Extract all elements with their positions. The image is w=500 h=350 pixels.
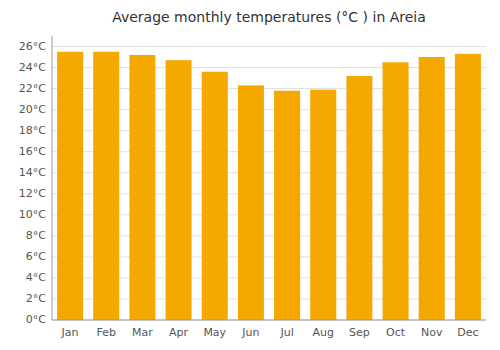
y-tick-label: 8°C <box>26 229 46 242</box>
x-tick-label: Mar <box>132 326 153 339</box>
bar: Jun: 22.3 <box>238 85 264 320</box>
x-tick-label: May <box>203 326 226 339</box>
x-tick-label: Apr <box>169 326 189 339</box>
chart: 0°C 2°C 4°C 6°C 8°C 10°C 12°C 14°C 16°C 18°C 20°C 2… <box>0 0 500 350</box>
bars: Jan: 25.5 Feb: 25.5 Mar: 25.2 Apr: 24.7 May:… <box>57 52 481 320</box>
x-tick-label: Jul <box>279 326 293 339</box>
y-tick-label: 2°C <box>26 292 46 305</box>
y-tick-label: 24°C <box>19 61 46 74</box>
y-tick-label: 10°C <box>19 208 46 221</box>
title: Average monthly temperatures (°C ) in Ar… <box>112 9 426 25</box>
bar: Jan: 25.5 <box>57 52 83 320</box>
grid-line <box>52 320 486 321</box>
x-tick-label: Jan <box>61 326 79 339</box>
y-tick-label: 4°C <box>26 271 46 284</box>
x-tick-label: Feb <box>97 326 116 339</box>
bar: Oct: 24.5 <box>383 62 409 320</box>
grid-line <box>52 46 486 47</box>
bar: May: 23.6 <box>202 72 228 320</box>
x-axis-line <box>52 320 486 321</box>
y-tick-label: 22°C <box>19 82 46 95</box>
bar: Nov: 25 <box>419 57 445 320</box>
x-tick-label: Sep <box>349 326 370 339</box>
y-tick-label: 14°C <box>19 166 46 179</box>
y-tick-label: 12°C <box>19 187 46 200</box>
x-tick-label: Oct <box>386 326 406 339</box>
x-tick-label: Dec <box>457 326 478 339</box>
bar: Jul: 21.8 <box>274 91 300 320</box>
y-axis: 0°C 2°C 4°C 6°C 8°C 10°C 12°C 14°C 16°C 18°C 20°C 2… <box>19 36 52 326</box>
x-axis: Jan Feb Mar Apr May Jun Jul Aug Sep Oct Nov Dec <box>52 320 486 339</box>
bar: Apr: 24.7 <box>166 60 192 320</box>
y-tick-label: 6°C <box>26 250 46 263</box>
x-tick-label: Jun <box>241 326 259 339</box>
x-tick-label: Nov <box>421 326 443 339</box>
y-tick-label: 0°C <box>26 313 46 326</box>
bar: Mar: 25.2 <box>129 55 155 320</box>
bar: Sep: 23.2 <box>346 76 372 320</box>
x-tick-label: Aug <box>313 326 334 339</box>
y-axis-line <box>52 36 53 320</box>
bar: Dec: 25.3 <box>455 54 481 320</box>
y-tick-label: 18°C <box>19 124 46 137</box>
y-tick-label: 26°C <box>19 40 46 53</box>
grid <box>52 47 486 320</box>
y-tick-label: 16°C <box>19 145 46 158</box>
y-tick-label: 20°C <box>19 103 46 116</box>
bar: Aug: 21.9 <box>310 90 336 320</box>
bar: Feb: 25.5 <box>93 52 119 320</box>
